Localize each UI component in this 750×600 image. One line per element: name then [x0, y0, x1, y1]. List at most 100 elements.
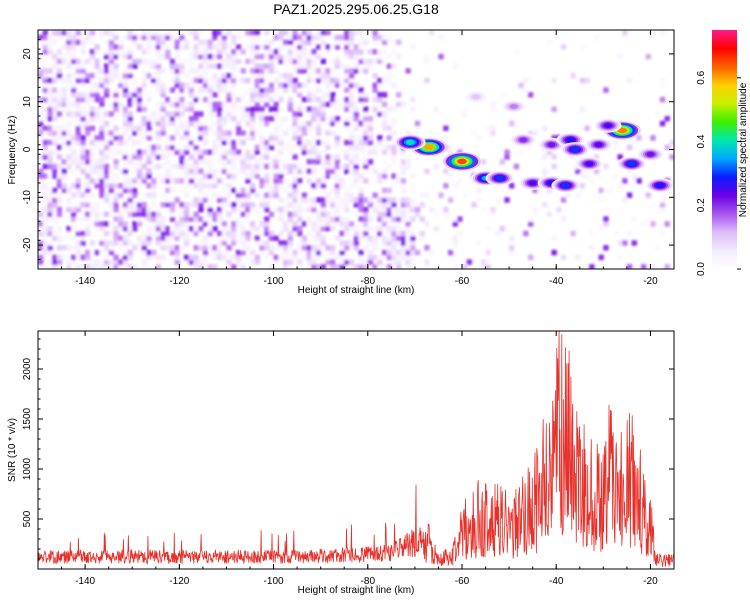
heatmap-cell: [169, 58, 176, 65]
heatmap-cell: [122, 120, 129, 127]
heatmap-cell: [278, 139, 284, 146]
heatmap-cell: [217, 206, 223, 213]
heatmap-cell: [169, 230, 176, 237]
heatmap-cell: [396, 230, 402, 237]
heatmap-cell: [264, 120, 270, 127]
heatmap-cell: [56, 264, 63, 269]
heatmap-cell: [330, 120, 336, 127]
heatmap-cell: [207, 230, 213, 237]
heatmap-cell: [297, 197, 303, 203]
heatmap-cell: [325, 192, 331, 198]
heatmap-cell: [589, 245, 595, 251]
heatmap-cell: [424, 245, 430, 251]
heatmap-cell: [358, 206, 364, 213]
heatmap-cell: [71, 101, 77, 108]
heatmap-cell: [85, 101, 91, 108]
heatmap-cell: [217, 116, 223, 122]
heatmap-cell: [56, 259, 63, 265]
heatmap-cell: [396, 235, 402, 241]
heatmap-cell: [136, 106, 143, 112]
heatmap-cell: [104, 259, 110, 265]
heatmap-cell: [372, 49, 378, 55]
heatmap-cell: [108, 211, 114, 217]
heatmap-cell: [297, 92, 303, 98]
heatmap-cell: [202, 68, 209, 74]
heatmap-cell: [306, 149, 312, 155]
heatmap-cell: [377, 178, 383, 184]
heatmap-cell: [283, 159, 289, 165]
heatmap-cell: [325, 130, 331, 136]
heatmap-cell: [231, 58, 237, 65]
heatmap-cell: [235, 77, 242, 84]
heatmap-cell: [381, 264, 388, 269]
heatmap-cell: [372, 192, 378, 198]
heatmap-cell: [47, 149, 53, 155]
heatmap-cell: [334, 254, 341, 261]
heatmap-cell: [42, 197, 48, 203]
heatmap-cell: [165, 101, 171, 108]
heatmap-cell: [259, 87, 265, 93]
heatmap-cell: [386, 230, 392, 237]
heatmap-cell: [75, 245, 81, 251]
heatmap-cell: [42, 92, 48, 98]
heatmap-cell: [330, 154, 336, 160]
heatmap-cell: [316, 30, 322, 36]
heatmap-cell: [297, 211, 303, 217]
heatmap-feature: [646, 151, 655, 157]
heatmap-cell: [386, 106, 392, 112]
heatmap-cell: [438, 192, 444, 198]
heatmap-cell: [344, 96, 350, 103]
heatmap-cell: [551, 163, 557, 170]
heatmap-cell: [301, 130, 308, 136]
heatmap-cell: [358, 221, 364, 227]
heatmap-cell: [155, 49, 162, 55]
heatmap-cell: [118, 216, 124, 222]
heatmap-cell: [278, 254, 284, 261]
heatmap-cell: [367, 159, 374, 165]
heatmap-cell: [94, 73, 100, 79]
heatmap-cell: [339, 149, 345, 155]
heatmap-cell: [42, 149, 48, 155]
heatmap-cell: [127, 206, 133, 213]
heatmap-cell: [122, 254, 129, 261]
heatmap-cell: [104, 125, 110, 131]
heatmap-cell: [202, 58, 209, 65]
heatmap-cell: [99, 192, 105, 198]
heatmap-cell: [169, 68, 176, 74]
heatmap-cell: [254, 254, 260, 261]
heatmap-cell: [61, 159, 67, 165]
heatmap-cell: [141, 58, 147, 65]
heatmap-cell: [165, 154, 171, 160]
heatmap-cell: [259, 96, 265, 103]
heatmap-cell: [490, 206, 496, 213]
heatmap-cell: [71, 183, 77, 189]
heatmap-cell: [306, 34, 312, 41]
heatmap-cell: [47, 163, 53, 170]
heatmap-cell: [235, 44, 242, 50]
heatmap-cell: [551, 135, 557, 141]
heatmap-cell: [396, 39, 402, 45]
heatmap-cell: [250, 96, 256, 103]
heatmap-cell: [283, 30, 289, 36]
heatmap-cell: [104, 120, 110, 127]
heatmap-cell: [311, 96, 317, 103]
heatmap-cell: [316, 139, 322, 146]
heatmap-cell: [348, 144, 355, 151]
heatmap-cell: [254, 144, 260, 151]
heatmap-cell: [217, 77, 223, 84]
heatmap-cell: [367, 116, 374, 122]
heatmap-x-tick-label: -120: [169, 276, 189, 287]
heatmap-cell: [391, 226, 397, 232]
heatmap-cell: [363, 226, 369, 232]
heatmap-cell: [42, 173, 48, 179]
heatmap-cell: [104, 211, 110, 217]
heatmap-cell: [528, 130, 534, 136]
heatmap-cell: [80, 125, 86, 131]
heatmap-cell: [207, 173, 213, 179]
heatmap-cell: [118, 226, 124, 232]
heatmap-cell: [259, 135, 265, 141]
heatmap-cell: [396, 101, 402, 108]
heatmap-cell: [80, 96, 86, 103]
heatmap-cell: [202, 149, 209, 155]
heatmap-cell: [155, 230, 162, 237]
